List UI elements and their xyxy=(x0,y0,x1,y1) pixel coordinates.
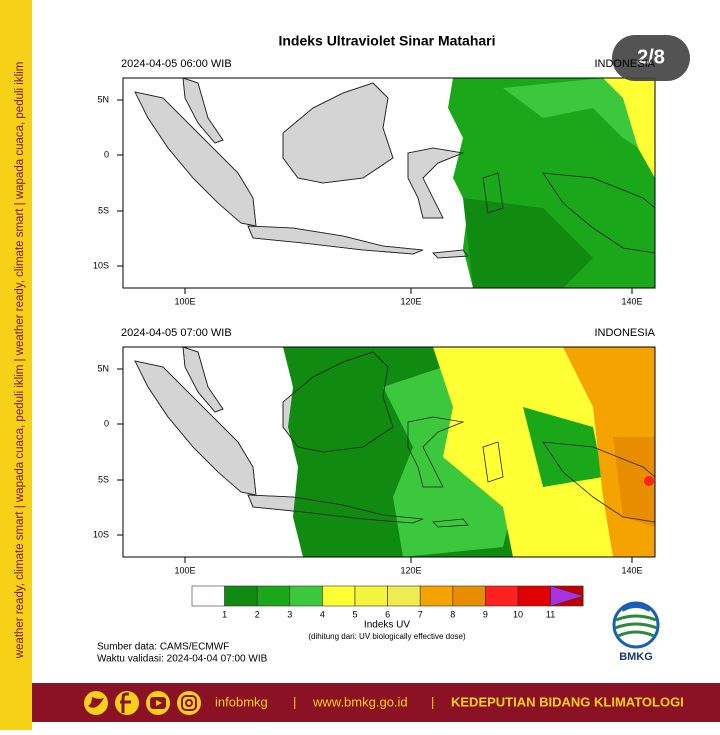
colorbar-box xyxy=(452,585,486,607)
map-panel xyxy=(122,346,656,558)
bmkg-logo: BMKG xyxy=(612,601,660,663)
uv-field xyxy=(463,198,593,288)
colorbar-box xyxy=(191,585,225,607)
colorbar-label: 9 xyxy=(483,609,488,619)
svg-text:|: | xyxy=(431,694,434,709)
colorbar-label: 7 xyxy=(418,609,423,619)
colorbar-label: 3 xyxy=(287,609,292,619)
colorbar-label: 6 xyxy=(385,609,390,619)
svg-text:|: | xyxy=(293,694,296,709)
colorbar-box xyxy=(485,585,519,607)
lon-label: 140E xyxy=(621,296,642,306)
legend-note: (dihitung dari: UV biologically effectiv… xyxy=(308,632,466,641)
colorbar-box xyxy=(224,585,258,607)
colorbar-label: 10 xyxy=(513,609,523,619)
lat-label: 5S xyxy=(98,205,109,215)
lat-label: 0 xyxy=(104,418,109,428)
lat-label: 10S xyxy=(93,260,109,270)
uv-field xyxy=(523,407,603,487)
colorbar-label: 1 xyxy=(222,609,227,619)
footer-handle: infobmkg xyxy=(215,694,268,709)
colorbar-box xyxy=(387,585,421,607)
social-icons xyxy=(84,691,201,715)
source: Sumber data: CAMS/ECMWF xyxy=(97,642,229,653)
lat-label: 0 xyxy=(104,149,109,159)
lon-label: 100E xyxy=(174,296,195,306)
uv-field xyxy=(503,78,655,158)
colorbar: 1 2 3 4 5 6 7 8 9 10 11 xyxy=(191,585,585,619)
colorbar-arrow xyxy=(550,585,585,607)
lat-label: 5N xyxy=(97,94,109,104)
panel-region: INDONESIA xyxy=(594,327,655,339)
lat-label: 10S xyxy=(93,529,109,539)
colorbar-box xyxy=(354,585,388,607)
page-indicator: 2/8 xyxy=(612,35,690,81)
colorbar-label: 11 xyxy=(546,609,555,619)
logo-text: BMKG xyxy=(619,651,653,663)
colorbar-box xyxy=(517,585,551,607)
colorbar-box xyxy=(419,585,454,607)
footer-website: www.bmkg.go.id xyxy=(312,694,408,709)
colorbar-box xyxy=(322,585,356,607)
side-text: weather ready, climate smart | wapada cu… xyxy=(14,62,26,660)
panel-region: INDONESIA xyxy=(594,58,655,70)
colorbar-box xyxy=(289,585,323,607)
uv-field xyxy=(603,78,655,178)
title: Indeks Ultraviolet Sinar Matahari xyxy=(278,33,495,49)
colorbar-label: 5 xyxy=(352,609,357,619)
lon-label: 100E xyxy=(174,565,195,575)
lon-label: 140E xyxy=(621,565,642,575)
lon-label: 120E xyxy=(400,565,421,575)
lon-label: 120E xyxy=(400,296,421,306)
page-indicator-text: 2/8 xyxy=(637,46,665,68)
side-strip xyxy=(0,0,32,730)
legend-title: Indeks UV xyxy=(364,620,410,631)
colorbar-label: 8 xyxy=(450,609,455,619)
panel-datetime: 2024-04-05 06:00 WIB xyxy=(121,58,232,70)
lat-label: 5N xyxy=(97,363,109,373)
panel-datetime: 2024-04-05 07:00 WIB xyxy=(121,327,232,339)
colorbar-label: 4 xyxy=(320,609,325,619)
map-panel xyxy=(122,77,656,289)
colorbar-box xyxy=(256,585,291,607)
validity: Waktu validasi: 2024-04-04 07:00 WIB xyxy=(97,654,268,665)
lat-label: 5S xyxy=(98,474,109,484)
footer-department: KEDEPUTIAN BIDANG KLIMATOLOGI xyxy=(451,694,684,709)
colorbar-label: 2 xyxy=(255,609,260,619)
